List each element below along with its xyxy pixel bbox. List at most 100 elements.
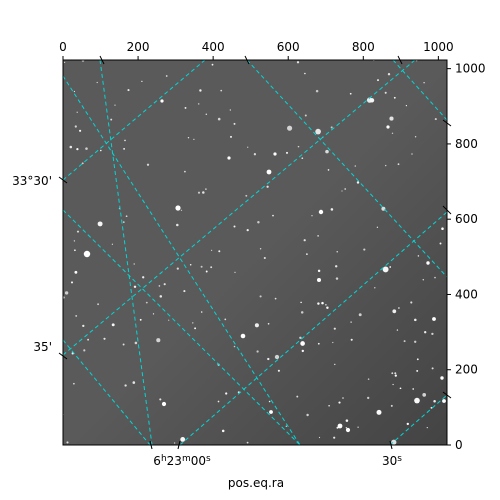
star bbox=[193, 138, 195, 141]
star bbox=[159, 295, 163, 298]
star bbox=[333, 327, 336, 330]
star bbox=[317, 342, 320, 345]
star bbox=[79, 129, 82, 132]
star bbox=[354, 165, 357, 167]
star bbox=[377, 79, 379, 82]
star bbox=[414, 340, 417, 343]
star bbox=[398, 307, 400, 309]
star bbox=[133, 263, 135, 265]
star bbox=[127, 89, 130, 92]
star bbox=[217, 117, 221, 121]
star bbox=[66, 441, 69, 444]
star bbox=[123, 221, 125, 223]
star bbox=[393, 96, 396, 99]
star bbox=[297, 145, 300, 148]
star bbox=[296, 395, 299, 398]
star bbox=[197, 103, 200, 105]
star bbox=[123, 148, 125, 150]
star bbox=[152, 313, 155, 315]
star bbox=[300, 311, 304, 314]
star bbox=[334, 363, 336, 366]
star bbox=[74, 249, 76, 252]
star bbox=[350, 338, 353, 341]
star bbox=[73, 240, 76, 242]
grid-line bbox=[99, 60, 153, 445]
star bbox=[246, 441, 249, 444]
star bbox=[142, 276, 145, 279]
bright-star bbox=[175, 205, 181, 211]
star bbox=[97, 303, 100, 306]
star bbox=[285, 151, 289, 154]
star bbox=[73, 90, 76, 93]
star bbox=[391, 439, 397, 445]
star bbox=[83, 349, 86, 352]
star bbox=[414, 136, 417, 138]
star bbox=[229, 109, 231, 111]
dec-tick-label-2: 35' bbox=[33, 340, 52, 354]
star bbox=[424, 331, 427, 334]
star bbox=[306, 413, 309, 417]
star bbox=[111, 323, 115, 327]
star bbox=[403, 340, 406, 343]
dec-tick-label-1: 33°30' bbox=[12, 174, 52, 188]
star bbox=[96, 81, 98, 84]
star bbox=[376, 409, 382, 415]
star bbox=[374, 287, 376, 289]
star bbox=[81, 162, 84, 165]
x-axis-title: pos.eq.ra bbox=[228, 476, 284, 490]
star bbox=[394, 374, 397, 377]
y-tick-label: 1000 bbox=[455, 62, 486, 76]
star bbox=[389, 266, 392, 268]
star bbox=[423, 81, 425, 84]
star bbox=[344, 188, 347, 190]
grid-line bbox=[63, 339, 151, 445]
star bbox=[274, 297, 277, 300]
star bbox=[180, 436, 186, 442]
bright-star bbox=[161, 401, 167, 407]
star bbox=[304, 72, 306, 75]
star bbox=[422, 393, 427, 397]
star bbox=[233, 122, 236, 125]
star bbox=[356, 181, 360, 184]
star bbox=[268, 400, 271, 403]
star bbox=[124, 139, 126, 142]
star bbox=[87, 338, 89, 341]
star bbox=[156, 338, 161, 343]
star bbox=[434, 276, 436, 279]
star bbox=[168, 319, 170, 321]
star bbox=[335, 277, 339, 280]
star bbox=[200, 311, 203, 313]
star bbox=[184, 170, 186, 173]
star bbox=[184, 106, 187, 109]
star bbox=[416, 369, 419, 372]
star bbox=[326, 306, 329, 310]
star bbox=[392, 383, 394, 386]
star bbox=[176, 223, 179, 227]
star bbox=[230, 135, 232, 138]
y-pixel-ticks: 0 200 400 600 800 1000 bbox=[447, 62, 486, 452]
star bbox=[267, 357, 270, 361]
star bbox=[141, 80, 143, 83]
star bbox=[391, 372, 394, 375]
star bbox=[369, 98, 375, 103]
star bbox=[176, 267, 179, 270]
x-tick-label: 600 bbox=[277, 40, 300, 54]
bright-star bbox=[273, 152, 277, 156]
star bbox=[205, 113, 208, 115]
star bbox=[392, 309, 397, 314]
star bbox=[300, 341, 305, 346]
star bbox=[345, 419, 349, 422]
star bbox=[333, 436, 336, 439]
star bbox=[103, 337, 106, 340]
star bbox=[441, 227, 444, 230]
star bbox=[328, 404, 330, 407]
star bbox=[434, 118, 437, 121]
x-tick-label: 200 bbox=[127, 40, 150, 54]
star bbox=[376, 226, 379, 228]
star bbox=[397, 163, 400, 166]
star bbox=[247, 146, 249, 148]
star bbox=[76, 230, 80, 233]
x-pixel-ticks: 0 200 400 600 800 1000 bbox=[59, 40, 454, 60]
star bbox=[221, 429, 225, 433]
star bbox=[433, 400, 436, 403]
